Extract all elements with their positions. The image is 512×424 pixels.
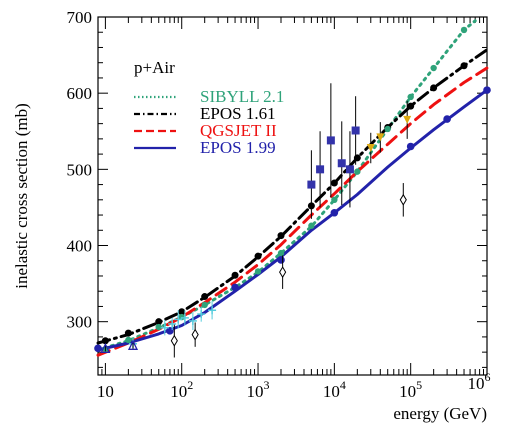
marker-layer xyxy=(94,26,491,358)
data-point xyxy=(430,84,438,92)
data-point xyxy=(330,179,338,187)
legend-label: SIBYLL 2.1 xyxy=(200,87,284,106)
data-point xyxy=(155,323,162,331)
y-tick-label: 300 xyxy=(67,313,93,332)
data-point xyxy=(201,293,209,301)
data-point xyxy=(337,159,346,168)
data-point xyxy=(94,344,102,353)
data-point xyxy=(201,301,208,309)
data-point xyxy=(430,64,437,72)
data-point xyxy=(406,142,415,151)
data-point xyxy=(125,336,132,344)
series-line-1 xyxy=(96,48,489,345)
axis-layer: 300 400 500 600 700 10 102 103 104 105 106 xyxy=(67,8,491,401)
data-point xyxy=(170,334,178,347)
data-point xyxy=(231,283,239,292)
data-point xyxy=(351,126,360,135)
data-point xyxy=(101,337,109,345)
data-point xyxy=(279,266,287,279)
data-point xyxy=(231,271,239,279)
data-point xyxy=(460,62,468,70)
data-point xyxy=(399,193,407,206)
data-point xyxy=(100,342,111,353)
chart-annotation: p+Air xyxy=(134,58,175,77)
legend-label: EPOS 1.99 xyxy=(200,138,276,157)
data-point xyxy=(345,165,354,174)
series-line-2 xyxy=(96,66,489,357)
data-point xyxy=(254,268,262,275)
data-point xyxy=(316,165,325,174)
data-point xyxy=(460,26,468,34)
series-line-3 xyxy=(96,88,489,352)
data-point xyxy=(376,133,385,142)
data-point xyxy=(403,115,412,124)
x-tick-label: 105 xyxy=(399,378,422,401)
x-tick-label: 106 xyxy=(468,370,491,393)
data-point xyxy=(254,252,262,260)
data-point xyxy=(330,208,339,217)
y-axis-title: inelastic cross section (mb) xyxy=(12,103,31,289)
data-point xyxy=(384,125,391,133)
data-point xyxy=(277,249,285,257)
data-point xyxy=(407,102,415,110)
data-point xyxy=(366,144,375,153)
data-point xyxy=(353,154,361,162)
x-tick-label: 10 xyxy=(97,382,114,401)
data-point xyxy=(191,328,199,341)
x-tick-label: 103 xyxy=(247,378,270,401)
x-tick-label: 102 xyxy=(170,378,193,401)
data-point xyxy=(155,318,163,326)
data-point xyxy=(326,136,335,145)
data-point xyxy=(307,180,316,189)
y-tick-label: 500 xyxy=(67,160,93,179)
data-point xyxy=(277,256,285,264)
y-tick-label: 600 xyxy=(67,84,93,103)
data-point xyxy=(443,115,451,123)
data-point xyxy=(178,308,186,316)
legend-label: QGSJET II xyxy=(200,121,277,140)
data-point xyxy=(354,168,361,175)
data-point xyxy=(124,329,132,337)
y-tick-label: 700 xyxy=(67,8,93,27)
x-tick-label: 104 xyxy=(323,378,346,401)
data-point xyxy=(308,222,315,229)
y-tick-label: 400 xyxy=(67,237,93,256)
data-point xyxy=(277,232,285,240)
data-point xyxy=(483,86,491,94)
data-point xyxy=(127,339,139,350)
plot-frame xyxy=(97,16,488,376)
legend-label: EPOS 1.61 xyxy=(200,104,276,123)
data-point xyxy=(407,93,414,101)
data-point xyxy=(331,196,338,204)
x-axis-title: energy (GeV) xyxy=(393,404,487,423)
